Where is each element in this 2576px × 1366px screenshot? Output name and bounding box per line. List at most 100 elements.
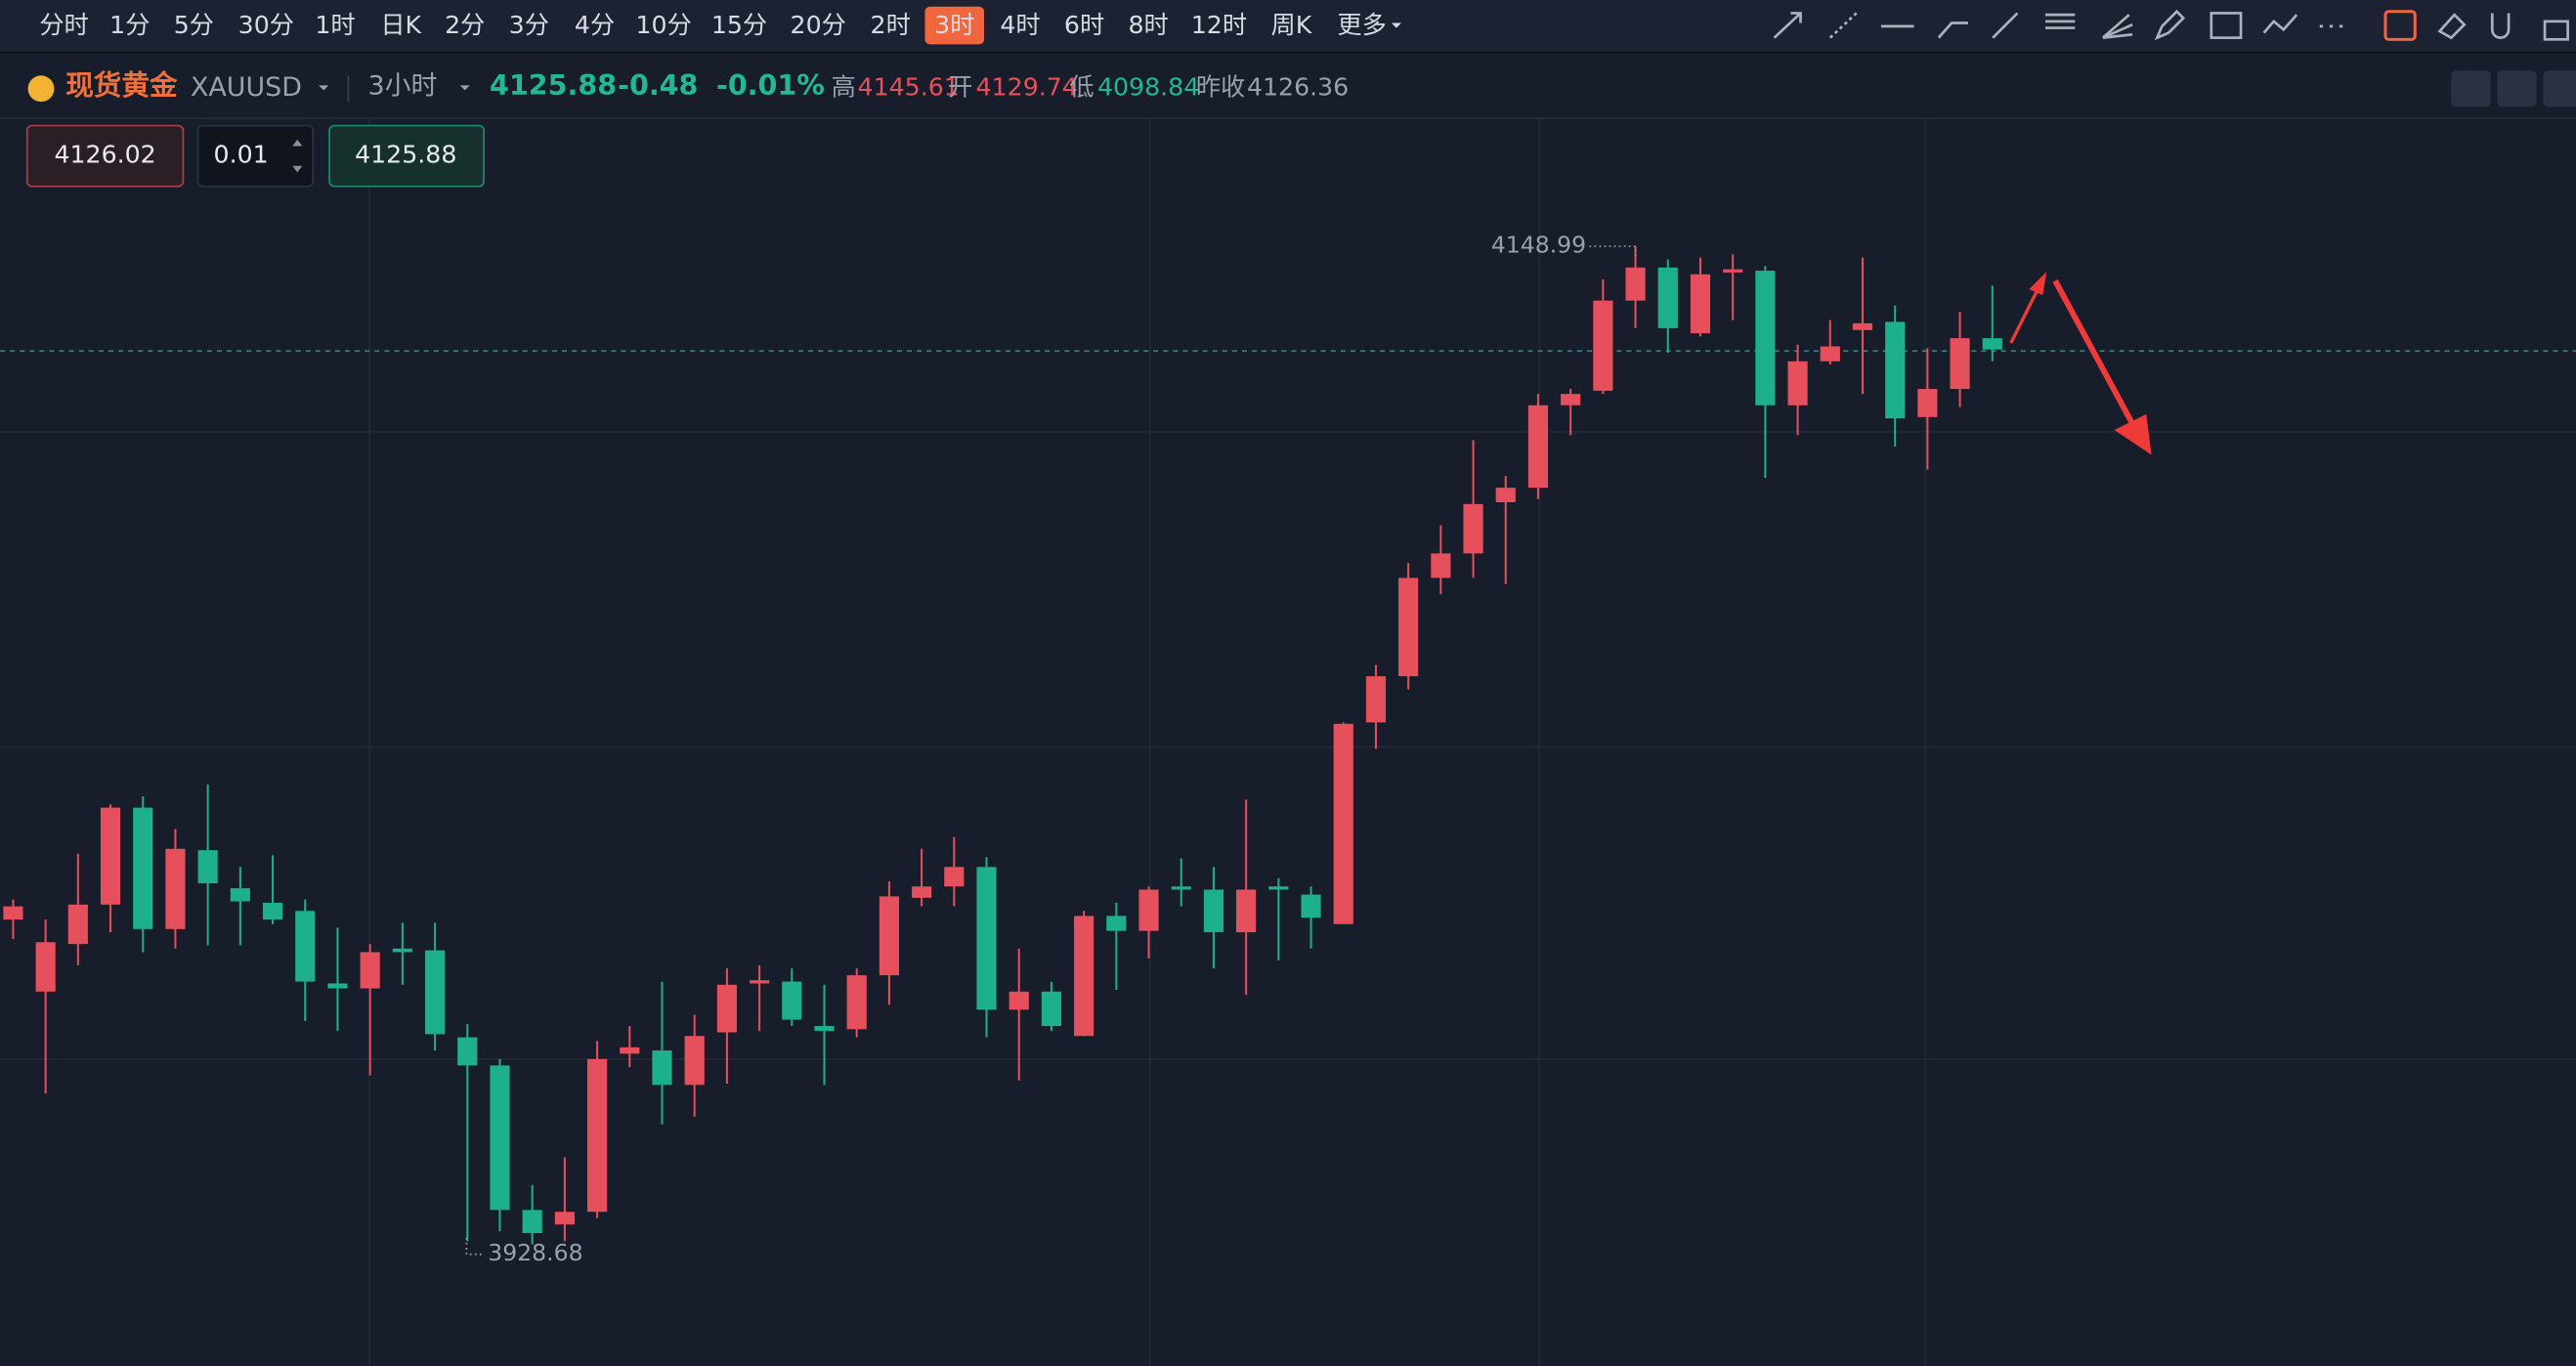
instrument-symbol[interactable]: XAUUSD [191, 72, 302, 103]
sell-box[interactable] [25, 124, 185, 188]
candle-body [165, 848, 186, 929]
arrow-line [2009, 289, 2039, 344]
icon-wave[interactable] [2262, 14, 2298, 34]
candle-body [1787, 361, 1808, 406]
buy-price[interactable]: 4125.88 [355, 141, 456, 169]
candle-body [976, 867, 997, 1010]
candle-body [1885, 321, 1906, 419]
candle-body [1431, 553, 1451, 578]
panel-button[interactable] [2451, 70, 2491, 107]
timeframe[interactable]: 日K [380, 11, 422, 39]
buy-box[interactable] [328, 124, 485, 188]
icon-image[interactable] [2210, 12, 2243, 39]
candle-body [782, 981, 802, 1020]
candle-body [1723, 269, 1743, 273]
sell-price[interactable]: 4126.02 [54, 141, 155, 169]
max-leader [1589, 245, 1637, 260]
panel-button[interactable] [2497, 70, 2537, 107]
candle-body [814, 1026, 835, 1032]
candle-body [197, 850, 218, 883]
icon-fan[interactable] [2101, 14, 2133, 39]
candle-body [944, 867, 965, 887]
timeframe[interactable]: 15分 [711, 11, 767, 39]
gold-logo [27, 75, 55, 103]
candle-body [1852, 322, 1873, 330]
timeframe[interactable]: 4时 [1000, 11, 1040, 39]
candle-body [1463, 503, 1483, 554]
timeframe[interactable]: 20分 [791, 11, 846, 39]
icon-fib[interactable] [2044, 13, 2076, 29]
candle-body [133, 807, 153, 929]
icon-lock[interactable] [2543, 20, 2569, 41]
candle-body [554, 1212, 575, 1225]
candle-body [750, 980, 770, 984]
timeframe[interactable]: 8时 [1128, 11, 1168, 39]
timeframe[interactable]: 周K [1270, 11, 1312, 39]
timeframe[interactable]: 1时 [315, 11, 355, 39]
timeframe[interactable]: 2时 [871, 11, 911, 39]
dropdown-caret [459, 85, 470, 91]
candle-body [1236, 889, 1257, 933]
icon-arrow[interactable] [1773, 12, 1802, 39]
timeframe[interactable]: 3时 [934, 11, 974, 39]
change: -0.48 [618, 68, 698, 102]
timeframe[interactable]: 6时 [1064, 11, 1104, 39]
candle-body [1203, 889, 1224, 933]
candle-body [1365, 676, 1387, 723]
panel-button[interactable] [2543, 70, 2576, 107]
candle-body [1755, 271, 1776, 406]
open-value: 4129.74 [976, 73, 1078, 102]
timeframe[interactable]: 1分 [109, 11, 150, 39]
candle-body [522, 1210, 542, 1233]
timeframe-active[interactable] [924, 6, 984, 45]
max-label: 4148.99 [1491, 232, 1586, 259]
candle-body [100, 807, 121, 905]
candle-body [392, 948, 412, 953]
candle-body [1333, 723, 1353, 924]
candle-body [1690, 274, 1711, 334]
spinner[interactable] [292, 139, 303, 173]
candle-body [684, 1036, 705, 1086]
candle-body [620, 1046, 640, 1054]
prev-close-label: 昨收 [1196, 73, 1245, 102]
candle-body [1398, 577, 1419, 677]
candle-body [1982, 338, 2002, 350]
arrow-line [2052, 278, 2137, 429]
candle-body [295, 911, 316, 982]
panel-buttons[interactable] [2451, 70, 2576, 107]
lots-input[interactable] [196, 124, 315, 188]
timeframe[interactable]: 30分 [238, 11, 294, 39]
lots-value[interactable]: 0.01 [214, 141, 269, 169]
candle-body [1950, 338, 1970, 390]
candle-body [424, 950, 446, 1035]
timeframe[interactable]: 3分 [509, 11, 549, 39]
icon-eraser[interactable] [2437, 13, 2467, 40]
candle-body [1171, 886, 1191, 890]
drawing-tools[interactable] [1773, 9, 2569, 41]
candle-body [490, 1065, 510, 1211]
timeframe[interactable]: 更多 [1337, 11, 1386, 39]
candle-body [230, 888, 250, 902]
timeframe[interactable]: 5分 [174, 11, 214, 39]
icon-path[interactable] [1937, 21, 1968, 39]
candle-body [1041, 991, 1062, 1027]
icon-magnet[interactable] [2490, 13, 2511, 39]
timeframe[interactable]: 分时 [39, 11, 88, 39]
icon-pen[interactable] [2154, 9, 2186, 41]
candle-body [35, 942, 56, 992]
candle-body [587, 1058, 608, 1213]
timeframe[interactable]: 2分 [445, 11, 485, 39]
timeframe[interactable]: 4分 [575, 11, 615, 39]
timeframe[interactable]: 12时 [1191, 11, 1247, 39]
period[interactable]: 3小时 [368, 71, 438, 102]
icon-segment[interactable] [1992, 12, 2019, 39]
open-label: 开 [948, 73, 972, 102]
candle-body [1820, 346, 1840, 362]
low-label: 低 [1069, 73, 1094, 102]
timeframe[interactable]: 10分 [636, 11, 692, 39]
icon-edit[interactable] [2383, 10, 2417, 41]
high-label: 高 [832, 73, 856, 102]
candle-body [1495, 488, 1516, 502]
instrument-name: 现货黄金 [65, 68, 178, 102]
